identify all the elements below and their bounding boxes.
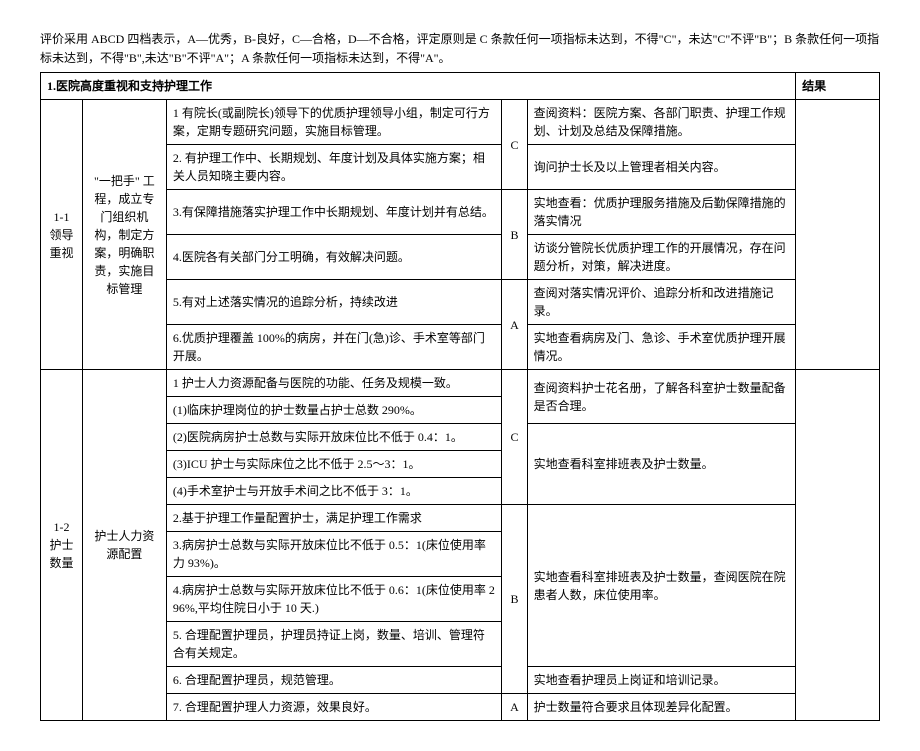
intro-text: 评价采用 ABCD 四档表示，A—优秀，B-良好，C—合格，D—不合格，评定原则… [40,30,880,68]
criteria-cell: 4.医院各有关部门分工明确，有效解决问题。 [166,235,502,280]
criteria-cell: (3)ICU 护士与实际床位之比不低于 2.5～3：1。 [166,451,502,478]
grade-cell: C [502,370,527,505]
method-cell: 实地查看科室排班表及护士数量，查阅医院在院患者人数，床位使用率。 [527,505,795,667]
evaluation-table: 1.医院高度重视和支持护理工作 结果 1-1 领导重视 "一把手" 工程，成立专… [40,72,880,721]
result-cell [796,100,880,370]
criteria-cell: 6. 合理配置护理员，规范管理。 [166,667,502,694]
criteria-cell: 4.病房护士总数与实际开放床位比不低于 0.6：1(床位使用率 296%,平均住… [166,577,502,622]
criteria-cell: 3.有保障措施落实护理工作中长期规划、年度计划并有总结。 [166,190,502,235]
criteria-cell: 5.有对上述落实情况的追踪分析，持续改进 [166,280,502,325]
grade-cell: B [502,505,527,694]
method-cell: 查阅资料：医院方案、各部门职责、护理工作规划、计划及总结及保障措施。 [527,100,795,145]
grade-cell: B [502,190,527,280]
method-cell: 实地查看：优质护理服务措施及后勤保障措施的落实情况 [527,190,795,235]
method-cell: 查阅对落实情况评价、追踪分析和改进措施记录。 [527,280,795,325]
project-1-1: "一把手" 工程，成立专门组织机构，制定方案，明确职责，实施目标管理 [82,100,166,370]
criteria-cell: 2. 有护理工作中、长期规划、年度计划及具体实施方案；相关人员知晓主要内容。 [166,145,502,190]
method-cell: 查阅资料护士花名册，了解各科室护士数量配备是否合理。 [527,370,795,424]
grade-cell: A [502,280,527,370]
criteria-cell: 1 护士人力资源配备与医院的功能、任务及规模一致。 [166,370,502,397]
grade-cell: A [502,694,527,721]
result-cell [796,370,880,721]
code-1-1: 1-1 领导重视 [41,100,83,370]
method-cell: 实地查看病房及门、急诊、手术室优质护理开展情况。 [527,325,795,370]
method-cell: 护士数量符合要求且体现差异化配置。 [527,694,795,721]
project-1-2: 护士人力资源配置 [82,370,166,721]
criteria-cell: 2.基于护理工作量配置护士，满足护理工作需求 [166,505,502,532]
criteria-cell: 1 有院长(或副院长)领导下的优质护理领导小组，制定可行方案，定期专题研究问题，… [166,100,502,145]
section-header-row: 1.医院高度重视和支持护理工作 结果 [41,73,880,100]
criteria-cell: (4)手术室护士与开放手术间之比不低于 3：1。 [166,478,502,505]
method-cell: 询问护士长及以上管理者相关内容。 [527,145,795,190]
criteria-cell: 3.病房护士总数与实际开放床位比不低于 0.5：1(床位使用率力 93%)。 [166,532,502,577]
method-cell: 访谈分管院长优质护理工作的开展情况，存在问题分析，对策，解决进度。 [527,235,795,280]
criteria-cell: 6.优质护理覆盖 100%的病房，并在门(急)诊、手术室等部门开展。 [166,325,502,370]
method-cell: 实地查看科室排班表及护士数量。 [527,424,795,505]
criteria-cell: 7. 合理配置护理人力资源，效果良好。 [166,694,502,721]
section-title: 1.医院高度重视和支持护理工作 [41,73,796,100]
grade-cell: C [502,100,527,190]
criteria-cell: (2)医院病房护士总数与实际开放床位比不低于 0.4：1。 [166,424,502,451]
code-1-2: 1-2 护士数量 [41,370,83,721]
criteria-cell: 5. 合理配置护理员，护理员持证上岗，数量、培训、管理符合有关规定。 [166,622,502,667]
criteria-cell: (1)临床护理岗位的护士数量占护士总数 290%。 [166,397,502,424]
result-header: 结果 [796,73,880,100]
method-cell: 实地查看护理员上岗证和培训记录。 [527,667,795,694]
